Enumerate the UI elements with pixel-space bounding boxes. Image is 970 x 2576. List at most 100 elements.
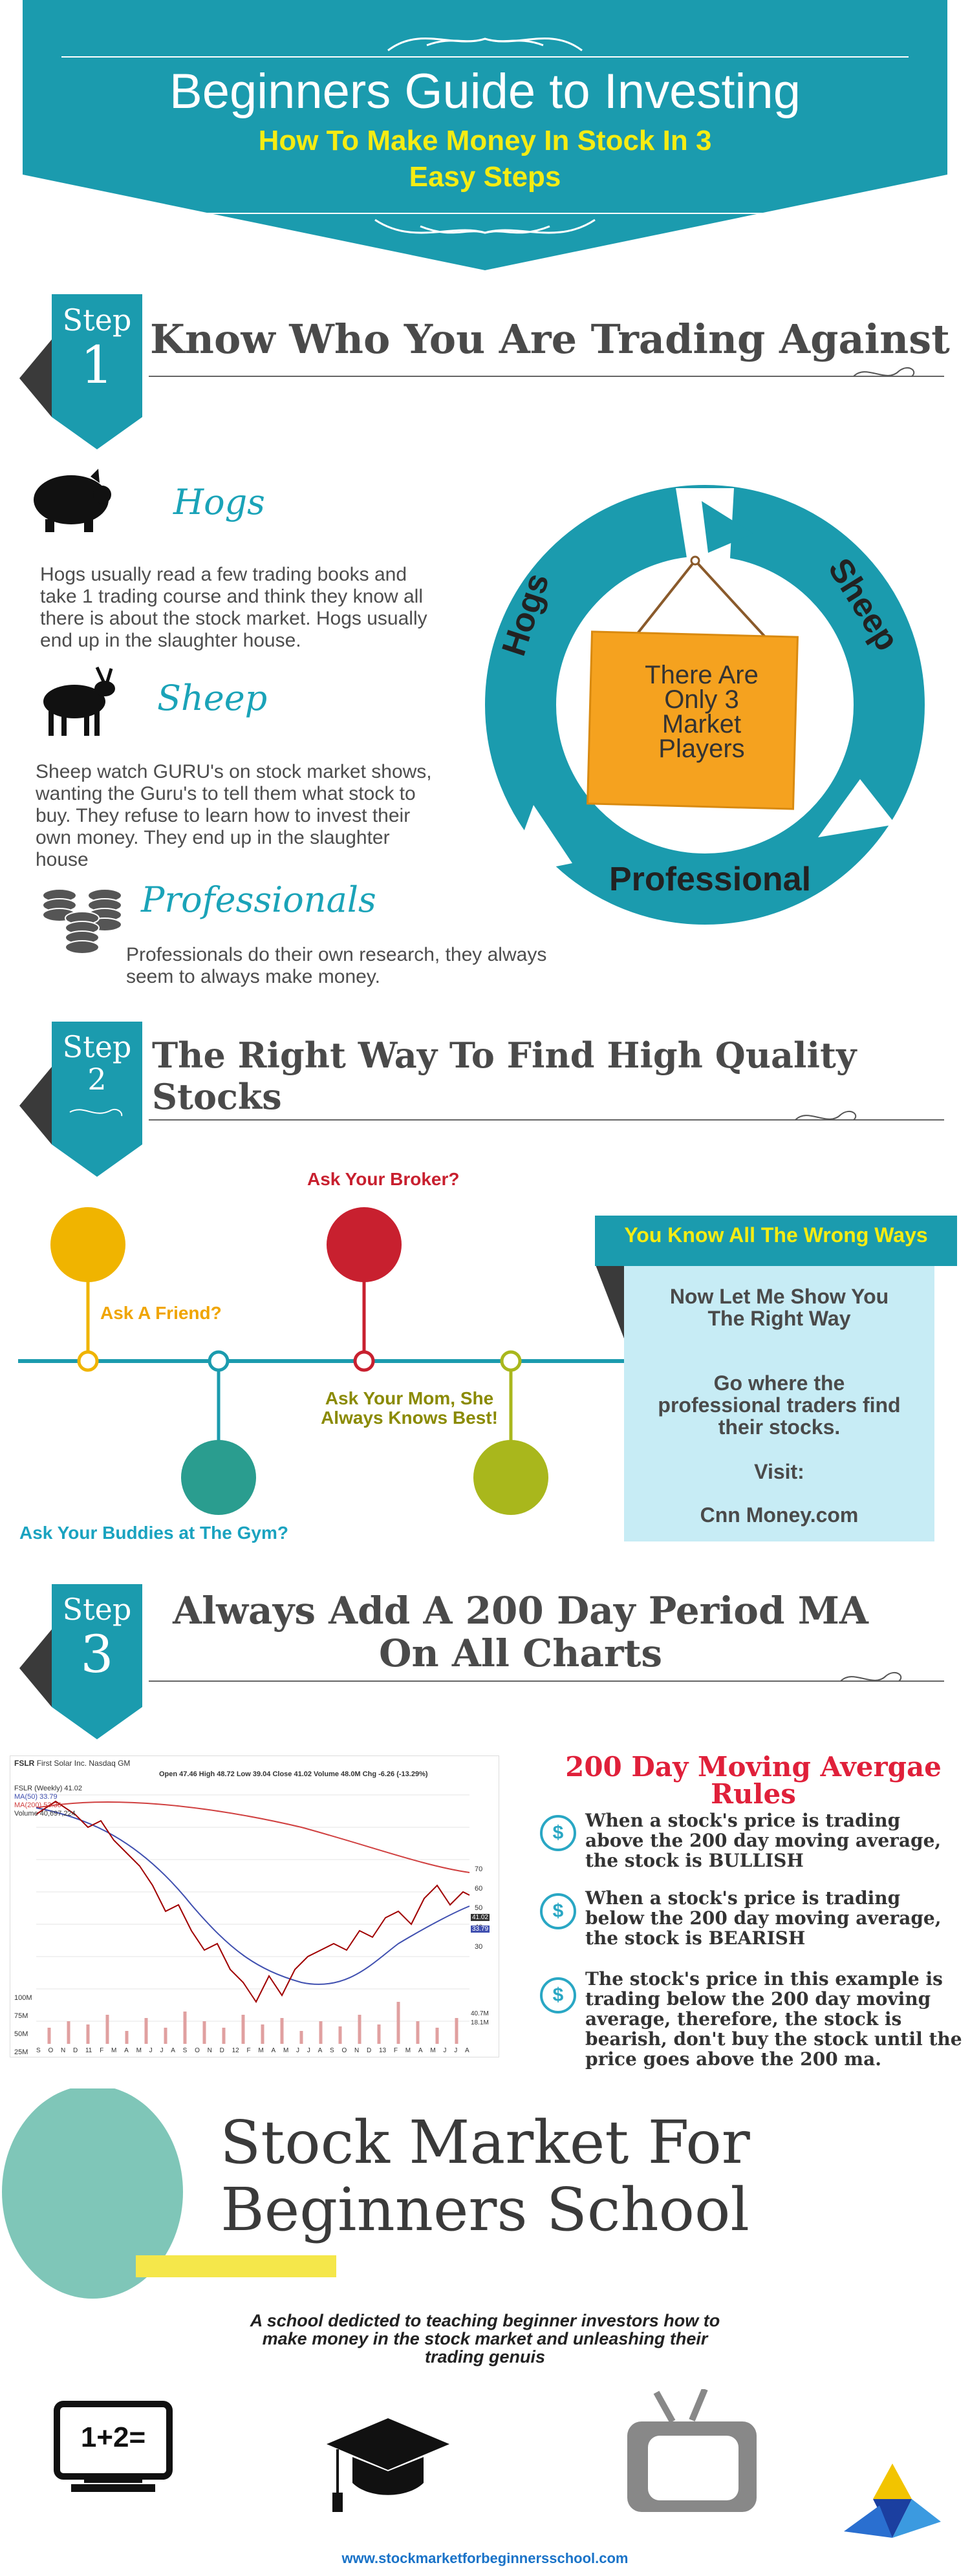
stock-chart: FSLR First Solar Inc. Nasdaq GM Open 47.… xyxy=(10,1755,499,2057)
label-ask-friend: Ask A Friend? xyxy=(100,1303,222,1323)
dollar-icon: $ xyxy=(540,1815,576,1851)
chart-x-label: N xyxy=(207,2047,212,2054)
ma200-line xyxy=(36,1801,470,1873)
sheep-title: Sheep xyxy=(157,678,268,718)
step1-label: Step xyxy=(62,303,132,338)
chart-x-label: S xyxy=(36,2047,41,2054)
panel-go-text: Go where the professional traders find t… xyxy=(658,1371,901,1439)
ma50-line xyxy=(36,1807,470,1985)
step1-badge xyxy=(19,294,142,449)
chart-x-label: 11 xyxy=(85,2047,92,2054)
professionals-description: Professionals do their own research, the… xyxy=(126,944,547,987)
stock-chart-svg xyxy=(36,1794,470,2044)
chalkboard-icon xyxy=(54,2401,173,2492)
chart-x-label: J xyxy=(454,2047,458,2054)
graduation-cap-icon xyxy=(327,2418,449,2512)
dollar-icon: $ xyxy=(540,1893,576,1929)
step2-heading: The Right Way To Find High Quality Stock… xyxy=(152,1035,857,1117)
bubble-friend xyxy=(50,1207,125,1282)
chart-header-stats: Open 47.46 High 48.72 Low 39.04 Close 41… xyxy=(159,1770,428,1778)
panel-site-link[interactable]: Cnn Money.com xyxy=(700,1503,859,1527)
step3-label: Step xyxy=(62,1592,132,1627)
chart-ma-badge: 33.79 xyxy=(471,1926,490,1933)
label-ask-mom: Ask Your Mom, She Always Knows Best! xyxy=(321,1388,498,1428)
hogs-description: Hogs usually read a few trading books an… xyxy=(40,564,427,651)
step3-heading: Always Add A 200 Day Period MA On All Ch… xyxy=(173,1589,868,1675)
chart-x-label: F xyxy=(100,2047,104,2054)
dollar-icon: $ xyxy=(540,1977,576,2013)
chart-x-label: F xyxy=(393,2047,398,2054)
chart-x-label: J xyxy=(149,2047,153,2054)
coins-icon xyxy=(42,888,122,954)
step3-number: 3 xyxy=(80,1624,114,1684)
header-ornament-top xyxy=(387,38,583,52)
chart-x-label: M xyxy=(430,2047,436,2054)
yellow-bar xyxy=(136,2255,336,2277)
chart-x-label: D xyxy=(367,2047,372,2054)
chart-x-label: J xyxy=(443,2047,447,2054)
chart-volume-axis: 100M 75M 50M 25M xyxy=(14,1994,32,2056)
market-players-sign xyxy=(587,630,799,810)
school-website-link[interactable]: www.stockmarketforbeginnersschool.com xyxy=(341,2550,629,2566)
chart-x-label: A xyxy=(171,2047,175,2054)
volume-bars xyxy=(47,2002,458,2044)
school-decoration xyxy=(2,2088,336,2299)
chart-right-axis: 70 60 50 40 30 xyxy=(475,1865,483,1951)
chart-x-label: D xyxy=(219,2047,224,2054)
chart-x-label: A xyxy=(418,2047,423,2054)
step1-divider xyxy=(149,367,944,377)
step2-badge xyxy=(19,1022,142,1177)
chart-x-label: M xyxy=(136,2047,142,2054)
price-line xyxy=(36,1800,470,2003)
step3-divider xyxy=(149,1672,944,1682)
step1-heading: Know Who You Are Trading Against xyxy=(150,316,950,363)
chart-x-label: O xyxy=(195,2047,200,2054)
bubble-broker xyxy=(327,1207,402,1282)
chart-price-badge: 41.02 xyxy=(471,1914,490,1921)
panel-banner: You Know All The Wrong Ways xyxy=(624,1223,928,1247)
chart-x-label: M xyxy=(111,2047,117,2054)
chart-x-label: J xyxy=(307,2047,310,2054)
goat-icon xyxy=(43,666,115,736)
rules-title: 200 Day Moving Avergae Rules xyxy=(565,1751,942,1810)
rule-bullish: When a stock's price is trading above the… xyxy=(585,1810,942,1871)
chart-x-label: N xyxy=(354,2047,360,2054)
chart-x-label: J xyxy=(296,2047,300,2054)
bubble-mom xyxy=(473,1440,548,1515)
chart-x-label: S xyxy=(182,2047,188,2054)
professionals-title: Professionals xyxy=(141,879,376,920)
sign-text: There Are Only 3 Market Players xyxy=(645,661,759,763)
pig-icon xyxy=(34,469,111,532)
chart-x-label: M xyxy=(283,2047,289,2054)
label-ask-broker: Ask Your Broker? xyxy=(307,1169,460,1189)
right-way-panel xyxy=(595,1216,957,1541)
panel-visit: Visit: xyxy=(754,1460,804,1483)
step1-number: 1 xyxy=(80,335,114,395)
sign-hanger xyxy=(632,559,768,639)
chart-x-label: D xyxy=(72,2047,78,2054)
chart-x-label: M xyxy=(258,2047,264,2054)
step2-number: 2 xyxy=(87,1062,107,1097)
page-title: Beginners Guide to Investing xyxy=(169,64,801,119)
chart-x-label: 13 xyxy=(379,2047,387,2054)
chart-volume-badges: 40.7M 18.1M xyxy=(471,2010,489,2026)
sign-nail xyxy=(690,555,700,566)
school-title: Stock Market For Beginners School xyxy=(220,2108,750,2244)
hogs-title: Hogs xyxy=(173,482,265,522)
label-ask-buddies: Ask Your Buddies at The Gym? xyxy=(19,1523,288,1543)
chart-x-label: N xyxy=(60,2047,66,2054)
sheep-description: Sheep watch GURU's on stock market shows… xyxy=(36,761,432,870)
chart-legend: FSLR (Weekly) 41.02 MA(50) 33.79 MA(200)… xyxy=(14,1785,82,1818)
header-banner xyxy=(23,0,947,270)
panel-show-text: Now Let Me Show You The Right Way xyxy=(669,1285,889,1330)
television-icon xyxy=(627,2389,757,2512)
chart-x-label: M xyxy=(405,2047,411,2054)
chalkboard-text: 1+2= xyxy=(80,2421,146,2453)
chart-x-label: 12 xyxy=(232,2047,239,2054)
market-players-cycle xyxy=(485,485,925,925)
page-subtitle-line2: Easy Steps xyxy=(409,161,561,193)
cycle-label-professional: Professional xyxy=(609,861,812,898)
rule-bearish: When a stock's price is trading below the… xyxy=(585,1887,942,1949)
chart-x-label: F xyxy=(246,2047,251,2054)
chart-x-label: O xyxy=(341,2047,347,2054)
